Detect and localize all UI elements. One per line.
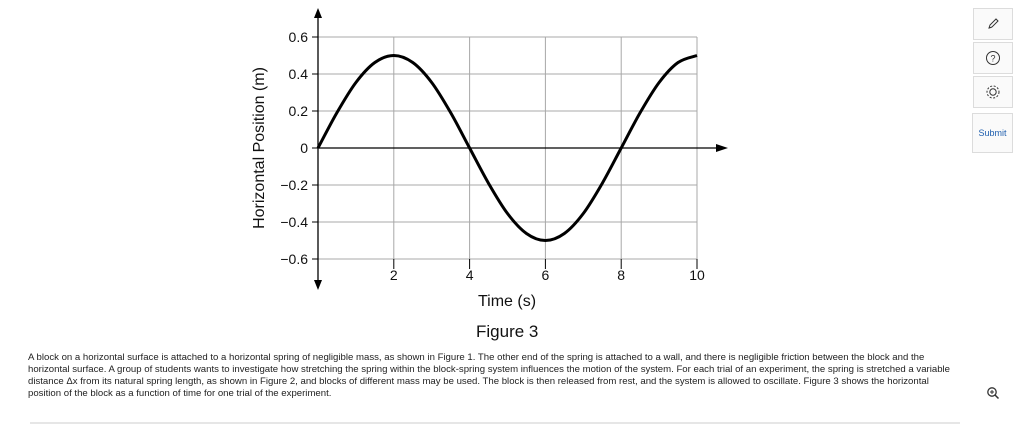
x-tick-label: 10: [689, 267, 705, 283]
y-tick-label: 0.2: [289, 103, 309, 119]
x-tick-label: 2: [390, 267, 398, 283]
chart-axes: [312, 8, 728, 290]
pencil-icon: [988, 18, 999, 29]
x-tick-label: 4: [466, 267, 474, 283]
svg-text:?: ?: [990, 54, 995, 64]
y-tick-label: −0.6: [280, 251, 308, 267]
y-tick-label: −0.4: [280, 214, 308, 230]
y-tick-label: −0.2: [280, 177, 308, 193]
settings-icon: [986, 85, 1000, 99]
y-axis-title: Horizontal Position (m): [251, 67, 268, 229]
tool-panel: ?: [972, 8, 1014, 110]
y-tick-label: 0: [300, 140, 308, 156]
zoom-in-icon: [987, 387, 1000, 400]
settings-button[interactable]: [973, 76, 1013, 108]
y-axis-arrow-down: [314, 280, 322, 290]
y-axis-arrow-up: [314, 8, 322, 18]
figure-caption: Figure 3: [476, 322, 539, 341]
divider: [30, 422, 960, 424]
help-button[interactable]: ?: [973, 42, 1013, 74]
y-tick-labels: 0.6 0.4 0.2 0 −0.2 −0.4 −0.6: [280, 29, 308, 267]
series-line: [316, 53, 698, 243]
zoom-button[interactable]: [974, 374, 1012, 412]
x-axis-arrow: [716, 144, 728, 152]
chart-grid: [318, 36, 698, 260]
x-tick-label: 8: [617, 267, 625, 283]
help-icon: ?: [986, 51, 1000, 65]
submit-button[interactable]: Submit: [972, 113, 1013, 153]
problem-description: A block on a horizontal surface is attac…: [28, 352, 951, 399]
position-time-chart: 0.6 0.4 0.2 0 −0.2 −0.4 −0.6 2 4 6 8 10 Time (s) H…: [251, 8, 728, 310]
y-tick-label: 0.4: [289, 66, 309, 82]
pencil-button[interactable]: [973, 8, 1013, 40]
x-tick-label: 6: [542, 267, 550, 283]
x-tick-labels: 2 4 6 8 10: [390, 267, 705, 283]
y-tick-label: 0.6: [289, 29, 309, 45]
x-axis-title: Time (s): [478, 293, 536, 310]
